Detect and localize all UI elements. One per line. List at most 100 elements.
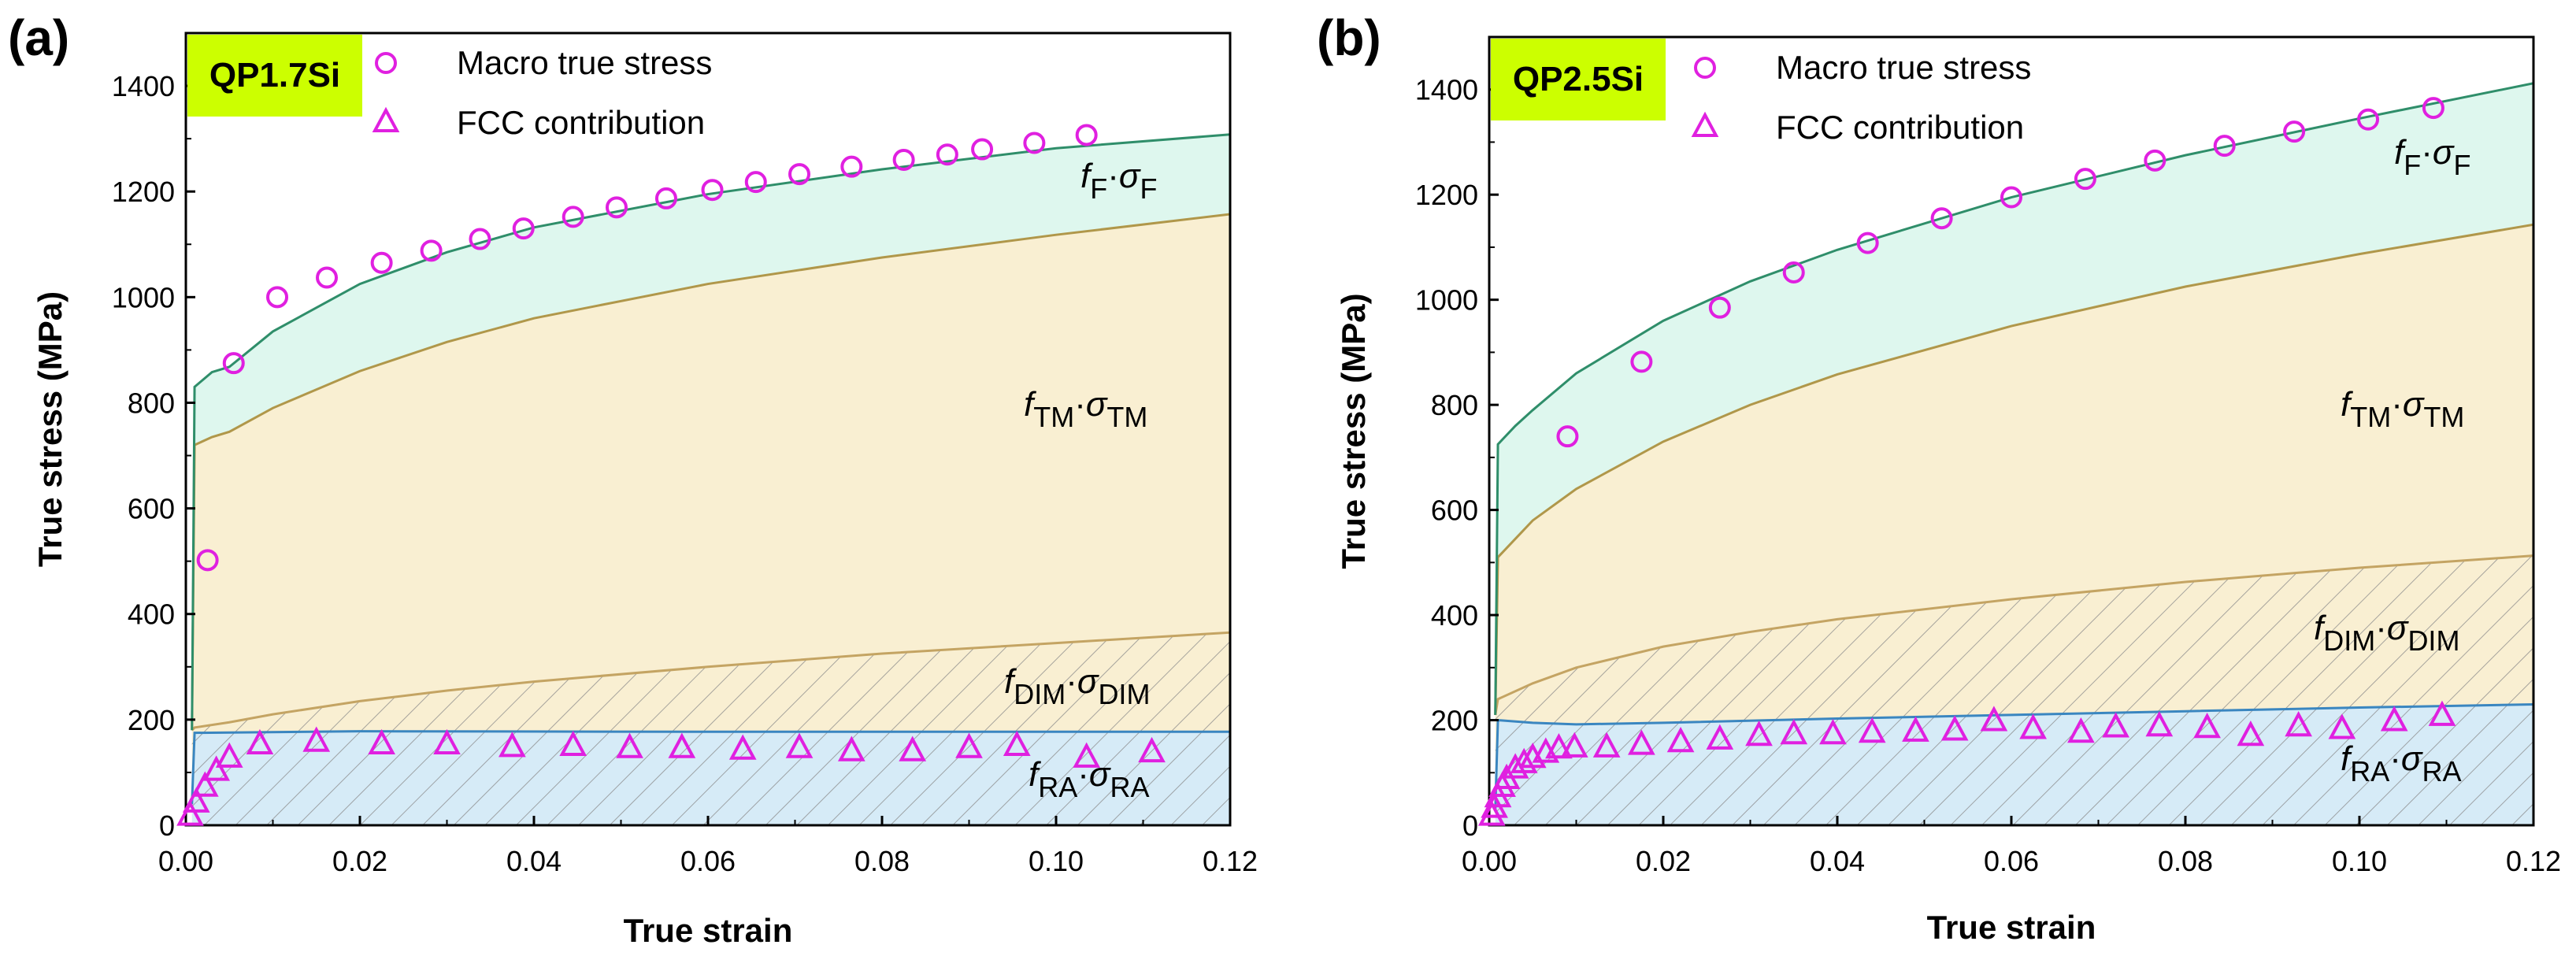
data-point-triangle <box>302 726 331 752</box>
data-point-circle <box>936 143 958 166</box>
data-point-triangle <box>1073 742 1101 768</box>
region-label-ra: fRA·σRA <box>2341 739 2461 787</box>
data-point-triangle <box>202 755 231 781</box>
data-point-triangle <box>1902 716 1929 742</box>
y-axis-title: True stress (MPa) <box>32 291 69 567</box>
data-point-triangle <box>955 732 983 758</box>
data-point-circle <box>840 155 863 178</box>
y-tick-label: 800 <box>1431 389 1478 421</box>
data-point-circle <box>2422 97 2444 120</box>
data-point-triangle <box>368 728 395 755</box>
x-tick-label: 0.04 <box>1810 845 1865 877</box>
data-point-triangle <box>2285 710 2312 737</box>
legend-marker-triangle <box>372 106 400 132</box>
boundary-line-dim <box>191 631 1230 732</box>
data-point-circle <box>2074 168 2096 191</box>
data-point-triangle <box>1628 729 1655 755</box>
region-hatch-dim <box>191 632 1230 805</box>
y-tick-label: 1200 <box>112 176 175 208</box>
legend: Macro true stress FCC contribution <box>372 44 712 141</box>
data-point-circle <box>1630 350 1653 373</box>
y-tick-label: 600 <box>1431 495 1478 527</box>
y-tick-label: 1200 <box>1415 179 1478 211</box>
boundary-line-dim <box>1494 554 2533 716</box>
data-point-circle <box>892 148 915 171</box>
data-point-triangle <box>1819 718 1847 745</box>
boundary-line-tm <box>191 213 1230 731</box>
data-point-circle <box>744 171 767 194</box>
series-macro-true-stress <box>1556 97 2444 448</box>
data-point-triangle <box>1745 721 1773 747</box>
data-point-triangle <box>1780 718 1808 745</box>
data-point-triangle <box>1980 706 2008 732</box>
data-point-circle <box>562 206 584 228</box>
sample-name: QP2.5Si <box>1513 60 1644 98</box>
x-tick-label: 0.02 <box>1636 845 1691 877</box>
sample-badge <box>187 35 362 117</box>
y-tick-label: 200 <box>128 704 175 736</box>
boundary-line-tm <box>1494 223 2533 715</box>
data-point-triangle <box>668 732 696 758</box>
data-point-circle <box>469 228 491 250</box>
boundary-line-ra <box>1494 703 2533 810</box>
data-point-circle <box>2213 135 2236 157</box>
data-point-triangle <box>2428 700 2456 726</box>
data-point-circle <box>1782 261 1805 283</box>
legend-entry-label: FCC contribution <box>457 104 705 141</box>
y-tick-label: 1000 <box>112 281 175 313</box>
data-point-triangle <box>176 800 204 826</box>
data-point-circle <box>971 138 994 161</box>
series-fcc-contribution <box>176 726 1166 826</box>
data-point-triangle <box>1560 732 1588 758</box>
data-point-triangle <box>616 732 643 758</box>
panel-label: (a) <box>8 9 69 66</box>
region-label-tm: fTM·σTM <box>1024 385 1147 433</box>
data-point-circle <box>2357 108 2380 131</box>
chart-panel-a: 0 200 400 600 800 1000 1200 1400 0.00 0.02 0.04 0.0… <box>8 9 1258 949</box>
data-point-triangle <box>2067 717 2095 743</box>
data-point-circle <box>1856 232 1879 254</box>
data-point-circle <box>196 549 219 572</box>
y-tick-label: 0 <box>159 810 175 842</box>
data-point-circle <box>654 187 677 209</box>
data-point-circle <box>2144 149 2166 172</box>
region-fill-tm <box>191 214 1230 731</box>
x-tick-label: 0.06 <box>1984 845 2039 877</box>
sample-badge <box>1491 39 1666 120</box>
data-point-triangle <box>2145 710 2174 737</box>
legend-entry-label: FCC contribution <box>1776 109 2024 146</box>
data-point-triangle <box>1545 733 1573 759</box>
y-tick-label: 200 <box>1431 705 1478 737</box>
y-tick-label: 1400 <box>1415 74 1478 106</box>
y-tick-label: 1000 <box>1415 284 1478 317</box>
region-label-dim: fDIM·σDIM <box>1004 662 1150 710</box>
data-point-triangle <box>785 732 814 758</box>
data-point-triangle <box>1666 727 1695 753</box>
x-tick-label: 0.08 <box>2158 845 2213 877</box>
data-point-triangle <box>2237 721 2265 747</box>
data-point-triangle <box>1592 732 1621 758</box>
region-fill-tm <box>1495 224 2533 715</box>
data-point-circle <box>605 196 628 219</box>
legend: Macro true stress FCC contribution <box>1691 49 2031 146</box>
data-point-triangle <box>728 734 757 760</box>
data-point-triangle <box>1003 730 1031 757</box>
data-point-circle <box>1930 207 1953 230</box>
data-point-triangle <box>182 787 210 813</box>
data-point-circle <box>1023 132 1046 154</box>
y-tick-label: 1400 <box>112 70 175 102</box>
region-hatch-dim <box>1495 555 2533 810</box>
data-point-triangle <box>1706 724 1734 750</box>
series-fcc-contribution <box>1477 700 2456 826</box>
region-fill-f <box>1495 83 2533 715</box>
x-tick-label: 0.12 <box>1203 845 1258 877</box>
data-point-circle <box>222 352 245 375</box>
data-point-circle <box>266 286 289 309</box>
region-label-f: fF·σF <box>2394 133 2470 181</box>
data-point-triangle <box>1858 717 1886 743</box>
x-tick-label: 0.10 <box>1029 845 1084 877</box>
x-tick-label: 0.04 <box>506 845 562 877</box>
data-point-triangle <box>2193 712 2221 739</box>
